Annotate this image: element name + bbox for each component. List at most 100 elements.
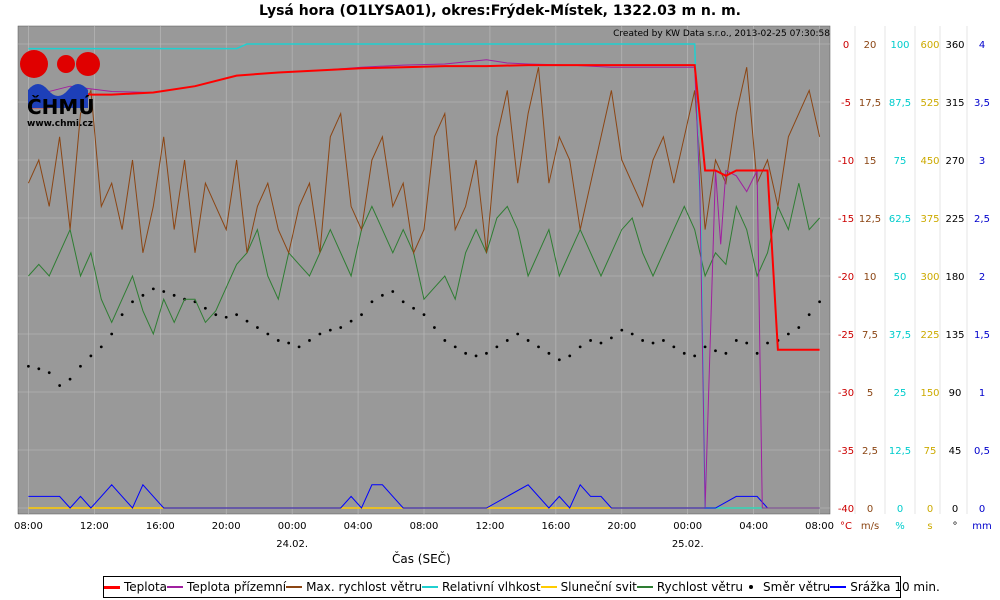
legend-swatch [286, 586, 303, 588]
legend-item: Rychlost větru [636, 580, 743, 594]
y-tick-label: 5 [867, 388, 873, 399]
wind-direction-point [224, 315, 228, 319]
legend-swatch [540, 586, 557, 588]
legend-swatch [830, 586, 847, 588]
y-tick-label: 62,5 [889, 214, 911, 225]
date-label: 25.02. [672, 539, 704, 550]
logo-name: ČHMÚ [27, 95, 95, 119]
legend-label: Směr větru [763, 580, 831, 594]
y-axis-unit: m/s [861, 521, 879, 532]
wind-direction-point [370, 300, 374, 304]
y-tick-label: 225 [920, 330, 939, 341]
wind-direction-point [266, 332, 270, 336]
y-tick-label: 75 [924, 446, 937, 457]
legend: Teplota Teplota přízemní Max. rychlost vět… [103, 576, 940, 598]
legend-item: Max. rychlost větru [286, 580, 422, 594]
y-tick-label: 1 [979, 388, 985, 399]
y-tick-label: 2,5 [862, 446, 878, 457]
wind-direction-point [89, 354, 93, 358]
wind-direction-point [79, 364, 82, 368]
series-line-sr-ka-10-min- [28, 483, 820, 509]
wind-direction-point [37, 367, 41, 371]
x-tick-label: 20:00 [607, 521, 636, 532]
wind-direction-point [547, 351, 551, 355]
wind-direction-point [578, 345, 582, 349]
legend-item: Teplota [104, 580, 167, 594]
wind-direction-point [505, 339, 509, 342]
wind-direction-point [443, 339, 447, 342]
y-tick-label: 3,5 [974, 98, 990, 109]
wind-direction-point [474, 354, 478, 358]
y-tick-label: 25 [894, 388, 907, 399]
wind-direction-point [151, 287, 155, 291]
x-tick-label: 08:00 [410, 521, 439, 532]
wind-direction-point [599, 341, 603, 345]
y-tick-label: 10 [864, 272, 877, 283]
chmu-logo-icon [20, 50, 100, 108]
y-tick-label: -10 [838, 156, 854, 167]
wind-direction-point [786, 332, 790, 336]
wind-direction-point [797, 326, 801, 329]
y-tick-label: 75 [894, 156, 907, 167]
wind-direction-point [297, 345, 301, 349]
y-axis-unit: % [895, 521, 905, 532]
wind-direction-point [526, 339, 530, 342]
series-line-relativn-vlhkost [28, 43, 820, 509]
y-tick-label: 0,5 [974, 446, 990, 457]
wind-direction-point [328, 328, 332, 332]
x-tick-label: 16:00 [541, 521, 570, 532]
legend-label: Max. rychlost větru [306, 580, 422, 594]
y-tick-label: 525 [920, 98, 939, 109]
y-tick-label: 0 [979, 504, 985, 515]
legend-swatch [636, 586, 653, 588]
x-tick-label: 04:00 [344, 521, 373, 532]
x-tick-label: 00:00 [278, 521, 307, 532]
wind-direction-point [276, 339, 280, 342]
y-tick-label: 3 [979, 156, 985, 167]
y-tick-label: 45 [949, 446, 962, 457]
wind-direction-point [58, 384, 62, 387]
y-tick-label: 17,5 [859, 98, 881, 109]
y-tick-label: -5 [841, 98, 851, 109]
y-tick-label: 0 [867, 504, 873, 515]
y-axis-unit: s [927, 521, 932, 532]
wind-direction-point [641, 339, 645, 342]
y-axis-unit: mm [972, 521, 991, 532]
y-tick-label: 4 [979, 40, 985, 51]
wind-direction-point [568, 354, 572, 358]
series-layer [27, 43, 821, 509]
legend-item: Relativní vlhkost [421, 580, 541, 594]
wind-direction-point [651, 341, 655, 345]
wind-direction-point [589, 339, 592, 342]
x-tick-label: 12:00 [476, 521, 505, 532]
wind-direction-point [120, 313, 124, 317]
wind-direction-point [349, 319, 353, 323]
y-tick-label: -40 [838, 504, 854, 515]
legend-item: Sluneční svit [540, 580, 637, 594]
legend-swatch [421, 586, 438, 588]
x-tick-label: 20:00 [212, 521, 241, 532]
y-tick-label: 20 [864, 40, 877, 51]
wind-direction-point [214, 313, 218, 317]
wind-direction-point [256, 326, 259, 329]
y-tick-label: 315 [945, 98, 964, 109]
wind-direction-point [287, 341, 291, 345]
wind-direction-point [662, 339, 665, 342]
y-tick-label: 150 [920, 388, 939, 399]
wind-direction-point [380, 293, 384, 297]
y-tick-label: 37,5 [889, 330, 911, 341]
y-tick-label: 135 [945, 330, 964, 341]
y-tick-label: 87,5 [889, 98, 911, 109]
y-tick-label: 600 [920, 40, 939, 51]
y-tick-label: 180 [945, 272, 964, 283]
legend-label: Srážka 10 min. [850, 580, 940, 594]
y-tick-label: 450 [920, 156, 939, 167]
wind-direction-point [537, 345, 540, 349]
wind-direction-point [308, 339, 311, 342]
series-line-rychlost-v-tru [28, 183, 820, 336]
y-tick-label: 15 [864, 156, 877, 167]
series-line-max-rychlost-v-tru [27, 67, 821, 255]
x-tick-label: 00:00 [673, 521, 702, 532]
legend-item: Směr větru [743, 580, 830, 594]
x-tick-label: 16:00 [146, 521, 175, 532]
